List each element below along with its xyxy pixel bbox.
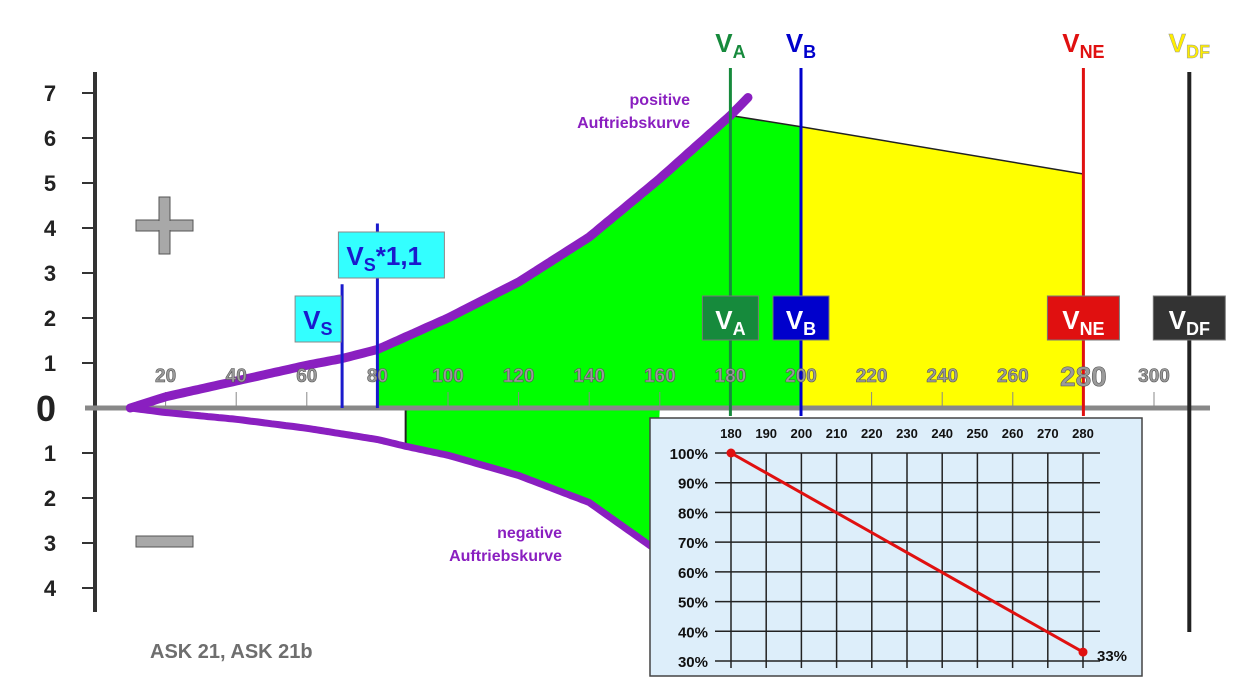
speed-label-vs: VS <box>303 305 332 339</box>
y-zero-label: 0 <box>36 388 56 429</box>
speed-top-label-vne: VNE <box>1062 28 1104 62</box>
x-tick-label: 100 <box>432 366 464 387</box>
x-tick-label: 140 <box>573 366 605 387</box>
speed-label-vne: VNE <box>1062 305 1104 339</box>
speed-top-label-vdf: VDF <box>1169 28 1210 62</box>
minus-sign <box>135 535 194 548</box>
inset-point-end <box>1078 647 1088 657</box>
x-tick-label: 120 <box>503 366 535 387</box>
x-tick-label: 260 <box>997 366 1029 387</box>
y-tick-label: 3 <box>44 531 56 556</box>
speed-label-box-vs11 <box>337 231 445 279</box>
inset-x-tick-label: 260 <box>1002 426 1024 441</box>
x-tick-label: 300 <box>1138 366 1170 387</box>
speed-label-vb: VB <box>786 305 816 339</box>
axes <box>82 72 1210 612</box>
inset-y-tick-label: 30% <box>678 654 708 671</box>
speed-label-box-vdf <box>1152 295 1226 341</box>
inset-y-tick-label: 70% <box>678 535 708 552</box>
inset-x-tick-label: 190 <box>755 426 777 441</box>
inset-x-tick-label: 200 <box>791 426 813 441</box>
inset-x-tick-label: 220 <box>861 426 883 441</box>
yellow-envelope <box>801 126 1084 408</box>
inset-end-label: 33% <box>1097 648 1127 665</box>
x-tick-label: 220 <box>856 366 888 387</box>
green-envelope-top <box>730 114 802 128</box>
x-tick-label: 80 <box>367 366 388 387</box>
y-tick-label: 5 <box>44 171 56 196</box>
speed-top-label-va: VA <box>715 28 745 62</box>
inset-y-tick-label: 90% <box>678 476 708 493</box>
inset-y-tick-label: 50% <box>678 595 708 612</box>
green-envelope <box>377 115 801 548</box>
inset-x-tick-label: 230 <box>896 426 918 441</box>
y-tick-label: 4 <box>44 216 57 241</box>
speed-label-vs11: VS*1,1 <box>346 241 422 275</box>
negative-curve-label-line2: Auftriebskurve <box>449 548 562 565</box>
y-tick-label: 7 <box>44 81 56 106</box>
speed-label-va: VA <box>715 305 745 339</box>
inset-y-tick-label: 60% <box>678 565 708 582</box>
y-tick-label: 6 <box>44 126 56 151</box>
inset-x-tick-label: 210 <box>826 426 848 441</box>
inset-x-tick-label: 270 <box>1037 426 1059 441</box>
y-tick-label: 4 <box>44 576 57 601</box>
flight-envelope-fill <box>377 114 1084 548</box>
positive-curve-label-line2: Auftriebskurve <box>577 115 690 132</box>
inset-point-start <box>726 448 736 458</box>
speed-lines <box>340 68 1192 632</box>
negative-curve-label-line1: negative <box>497 525 562 542</box>
inset-y-tick-label: 100% <box>670 446 708 463</box>
x-tick-label: 60 <box>296 366 317 387</box>
y-tick-label: 2 <box>44 486 56 511</box>
plus-sign <box>135 196 194 255</box>
inset-series-line <box>730 451 1084 654</box>
speed-label-box-vne <box>1046 295 1120 341</box>
y-tick-label: 1 <box>44 351 56 376</box>
y-tick-label: 2 <box>44 306 56 331</box>
inset-x-tick-label: 240 <box>931 426 953 441</box>
negative-lift-curve <box>126 404 657 551</box>
y-tick-label: 1 <box>44 441 56 466</box>
x-tick-label: 180 <box>715 366 747 387</box>
x-tick-label: 200 <box>785 366 817 387</box>
x-tick-label: 160 <box>644 366 676 387</box>
speed-top-label-vb: VB <box>786 28 816 62</box>
speed-label-box-vb <box>772 295 830 341</box>
x-tick-label: 240 <box>926 366 958 387</box>
speed-label-box-va <box>701 295 759 341</box>
positive-lift-curve <box>125 93 753 413</box>
speed-labels: VS VS*1,1 VA VA VB VB VNE VNE VDF VDF <box>294 28 1226 343</box>
x-tick-label: 20 <box>155 366 176 387</box>
speed-label-vdf: VDF <box>1169 305 1210 339</box>
x-tick-label: 280 <box>1060 361 1107 392</box>
inset-x-tick-label: 250 <box>967 426 989 441</box>
positive-curve-label-line1: positive <box>630 92 691 109</box>
y-tick-label: 3 <box>44 261 56 286</box>
x-tick-label: 40 <box>226 366 247 387</box>
inset-y-tick-label: 40% <box>678 624 708 641</box>
yellow-envelope-top <box>800 126 1084 175</box>
inset-x-tick-label: 280 <box>1072 426 1094 441</box>
lift-curves <box>125 93 753 551</box>
model-label: ASK 21, ASK 21b <box>150 641 313 663</box>
inset-x-tick-label: 180 <box>720 426 742 441</box>
speed-label-box-vs <box>294 295 342 343</box>
inset-chart: 180 190 200 210 220 230 240 250 260 270 280 100% 90%… <box>649 417 1143 677</box>
inset-y-tick-label: 80% <box>678 505 708 522</box>
